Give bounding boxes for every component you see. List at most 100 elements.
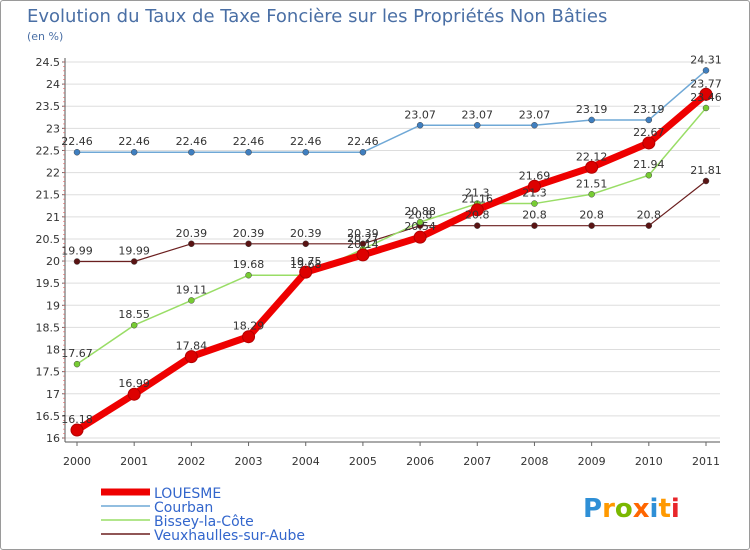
logo-letter: i xyxy=(650,494,659,524)
data-point xyxy=(645,171,653,179)
logo-letter: i xyxy=(671,494,680,524)
data-point xyxy=(299,265,313,279)
data-point xyxy=(184,350,198,364)
data-label: 17.67 xyxy=(61,347,93,360)
data-label: 21.51 xyxy=(576,177,608,190)
x-axis-ticks: 2000 2001 2002 2003 2004 2005 2006 2007 2008 2009… xyxy=(63,442,720,468)
data-point xyxy=(474,122,481,129)
data-label: 21.94 xyxy=(633,158,665,171)
data-label: 21.69 xyxy=(519,169,551,182)
data-point xyxy=(73,360,81,368)
data-point xyxy=(245,240,252,248)
y-tick-label: 22 xyxy=(46,167,60,180)
legend-label: Bissey-la-Côte xyxy=(154,514,254,530)
data-point xyxy=(531,222,538,229)
y-tick-label: 23 xyxy=(46,122,60,135)
data-label: 21.16 xyxy=(462,193,494,206)
data-point xyxy=(302,148,309,156)
data-label: 24.31 xyxy=(690,53,722,66)
y-tick-label: 20.5 xyxy=(36,233,61,246)
data-label: 20.27 xyxy=(347,232,379,245)
data-label: 20.8 xyxy=(522,209,547,222)
data-label: 18.29 xyxy=(233,320,265,333)
data-label: 19.68 xyxy=(290,258,322,271)
y-tick-label: 24 xyxy=(46,78,60,91)
x-tick-label: 2010 xyxy=(635,455,663,468)
data-label: 22.46 xyxy=(233,135,265,148)
data-label: 20.14 xyxy=(347,238,379,251)
x-tick-label: 2004 xyxy=(292,455,320,468)
data-point xyxy=(645,116,653,124)
y-tick-label: 16.5 xyxy=(36,410,61,423)
gridlines xyxy=(65,61,720,439)
axes xyxy=(64,58,720,443)
data-label: 23.07 xyxy=(519,108,551,121)
data-label: 23.19 xyxy=(576,103,608,116)
data-label: 22.46 xyxy=(290,135,322,148)
data-point xyxy=(588,116,595,124)
y-tick-label: 24.5 xyxy=(36,56,61,69)
data-label: 23.07 xyxy=(404,108,436,121)
data-point xyxy=(702,177,710,185)
data-label: 20.8 xyxy=(465,209,490,222)
x-tick-label: 2006 xyxy=(406,455,434,468)
data-label: 22.46 xyxy=(347,135,379,148)
data-point xyxy=(588,191,595,198)
proxiti-logo: Proxiti xyxy=(583,494,680,524)
data-point xyxy=(413,230,427,244)
series-line-louesme xyxy=(73,90,710,434)
data-label: 19.99 xyxy=(118,245,150,258)
x-tick-label: 2005 xyxy=(349,455,377,468)
data-label: 22.46 xyxy=(61,135,93,148)
data-point xyxy=(130,148,138,156)
data-point xyxy=(531,122,538,129)
legend-label: Veuxhaulles-sur-Aube xyxy=(154,528,305,544)
data-label: 20.39 xyxy=(347,227,379,240)
data-label: 19.99 xyxy=(61,245,93,258)
x-tick-label: 2001 xyxy=(120,455,148,468)
data-label: 19.68 xyxy=(233,258,265,271)
x-tick-label: 2008 xyxy=(520,455,548,468)
data-point xyxy=(531,200,538,207)
data-point xyxy=(470,203,484,217)
logo-letter: P xyxy=(583,494,602,524)
x-tick-label: 2003 xyxy=(235,455,263,468)
data-point xyxy=(699,87,713,101)
y-tick-label: 20 xyxy=(46,255,60,268)
x-tick-label: 2007 xyxy=(463,455,491,468)
y-axis-ticks: 16 16.5 17 17.5 18 18.5 19 19.5 20 20.5 21 21.5 22 22… xyxy=(36,56,65,445)
data-label: 20.39 xyxy=(233,227,265,240)
series-line-bissey-la-c-te xyxy=(76,107,707,365)
legend: LOUESMECourbanBissey-la-CôteVeuxhaulles-… xyxy=(101,486,305,544)
chart-subtitle: (en %) xyxy=(27,30,63,43)
y-tick-label: 16 xyxy=(46,432,60,445)
data-point xyxy=(356,248,370,262)
series-group xyxy=(70,67,713,437)
logo-letter: r xyxy=(602,494,615,524)
data-label: 20.54 xyxy=(404,220,436,233)
data-point xyxy=(585,160,599,174)
data-label: 22.46 xyxy=(176,135,208,148)
data-point xyxy=(702,67,710,74)
data-label: 23.46 xyxy=(690,91,722,104)
y-tick-label: 21.5 xyxy=(36,189,61,202)
data-label: 21.3 xyxy=(465,187,490,200)
legend-label: LOUESME xyxy=(154,486,221,502)
data-point xyxy=(416,122,424,129)
data-label: 20.39 xyxy=(290,227,322,240)
y-tick-label: 17.5 xyxy=(36,366,61,379)
data-label: 23.77 xyxy=(690,77,722,90)
legend-label: Courban xyxy=(154,500,213,516)
x-tick-label: 2009 xyxy=(578,455,606,468)
data-point xyxy=(73,258,81,265)
chart-title: Evolution du Taux de Taxe Foncière sur l… xyxy=(27,6,607,27)
data-label: 20.8 xyxy=(408,209,433,222)
logo-letter: o xyxy=(615,494,633,524)
data-label: 19.75 xyxy=(290,255,322,268)
series-line-veuxhaulles-sur-aube xyxy=(76,180,707,263)
data-point xyxy=(642,136,656,150)
data-point xyxy=(302,240,309,248)
